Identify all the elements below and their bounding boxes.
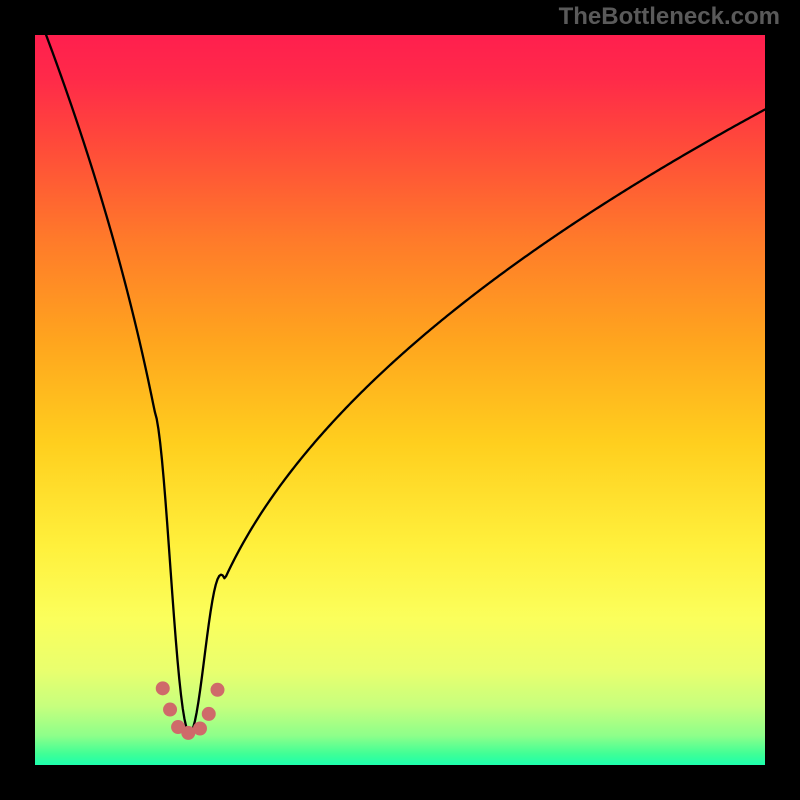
chart-stage: TheBottleneck.com [0,0,800,800]
bottleneck-curve [35,35,765,733]
curve-marker [163,703,177,717]
curve-marker [211,683,225,697]
watermark-text: TheBottleneck.com [559,3,780,31]
curve-marker [202,707,216,721]
curve-markers [156,681,225,740]
curve-marker [193,722,207,736]
curve-layer [35,35,765,765]
plot-area [35,35,765,765]
curve-marker [156,681,170,695]
